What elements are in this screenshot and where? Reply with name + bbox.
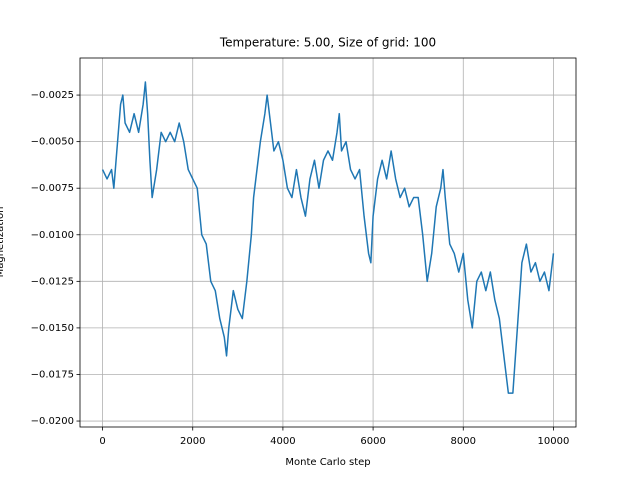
x-tick-label: 10000	[538, 436, 570, 447]
x-axis-label: Monte Carlo step	[285, 457, 370, 468]
y-tick-label: −0.0150	[31, 323, 74, 334]
x-tick-label: 6000	[360, 436, 385, 447]
y-tick-label: −0.0100	[31, 230, 74, 241]
y-tick-label: −0.0125	[31, 276, 74, 287]
x-tick-label: 0	[99, 436, 105, 447]
y-tick-label: −0.0200	[31, 416, 74, 427]
y-axis-label: Magnetization	[0, 207, 6, 278]
x-tick-label: 2000	[180, 436, 205, 447]
y-tick-label: −0.0075	[31, 183, 74, 194]
data-line	[101, 81, 555, 394]
x-tick-label: 8000	[451, 436, 476, 447]
y-tick-label: −0.0175	[31, 369, 74, 380]
x-tick-label: 4000	[270, 436, 295, 447]
y-tick-label: −0.0050	[31, 137, 74, 148]
plot-frame	[79, 57, 577, 428]
y-tick-label: −0.0025	[31, 90, 74, 101]
chart-title: Temperature: 5.00, Size of grid: 100	[219, 36, 436, 50]
